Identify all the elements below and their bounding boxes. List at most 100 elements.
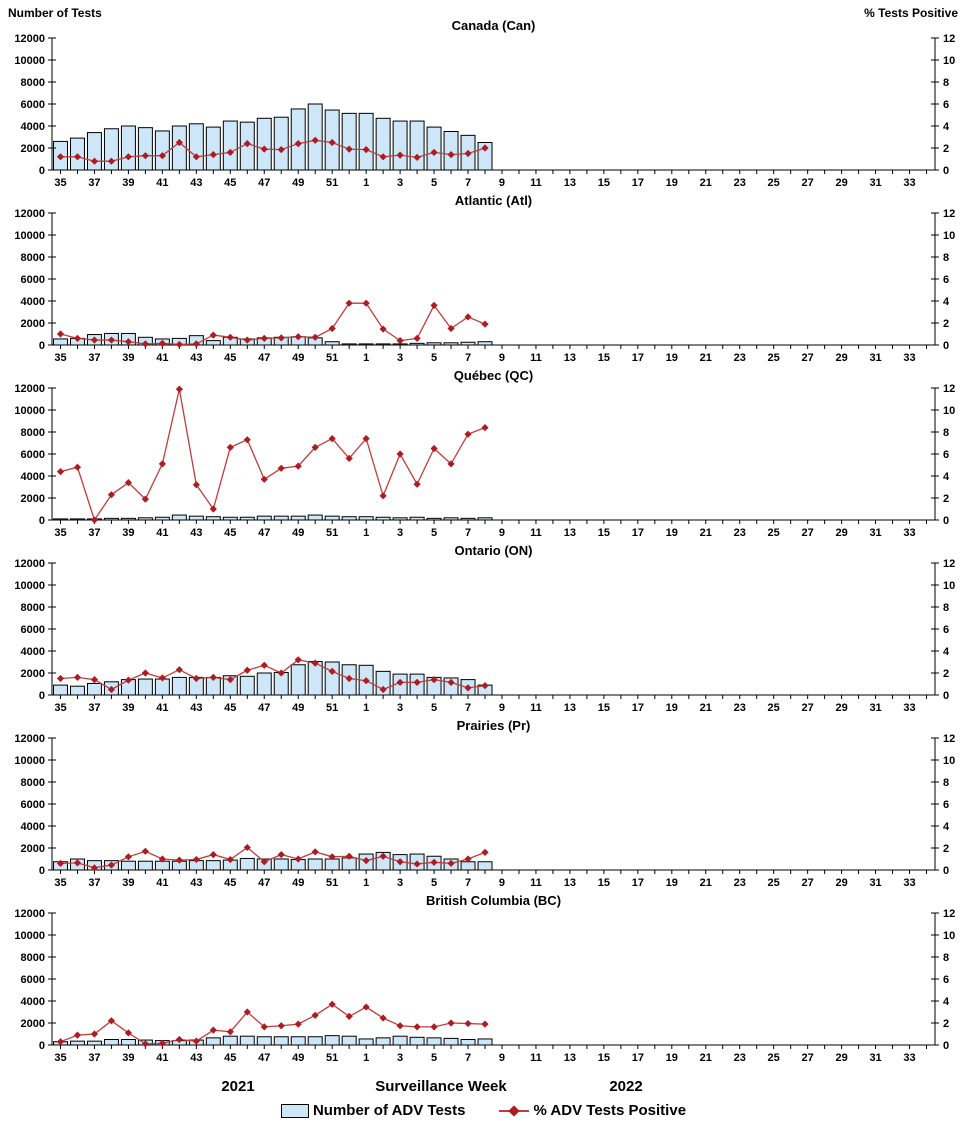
svg-text:25: 25 [768,527,780,539]
svg-text:8000: 8000 [21,427,45,439]
svg-text:15: 15 [598,1052,610,1064]
svg-text:12000: 12000 [14,208,45,220]
svg-text:41: 41 [156,877,168,889]
chart-atlantic-atl: Atlantic (Atl) 0 2000 4000 6000 8000 10000 1200… [14,193,955,364]
svg-text:17: 17 [632,352,644,364]
legend-item-pct: % ADV Tests Positive [499,1102,686,1119]
svg-text:7: 7 [465,702,471,714]
svg-text:49: 49 [292,177,304,189]
svg-text:0: 0 [39,340,45,352]
svg-text:47: 47 [258,177,270,189]
svg-text:49: 49 [292,352,304,364]
svg-text:51: 51 [326,177,338,189]
svg-text:21: 21 [700,702,712,714]
svg-text:8: 8 [943,602,949,614]
svg-text:35: 35 [54,877,66,889]
svg-text:0: 0 [943,165,949,177]
svg-text:9: 9 [499,527,505,539]
svg-text:1: 1 [363,877,369,889]
svg-text:17: 17 [632,177,644,189]
svg-text:12000: 12000 [14,383,45,395]
pct-markers [56,385,489,524]
svg-text:47: 47 [258,1052,270,1064]
svg-text:9: 9 [499,702,505,714]
svg-text:2: 2 [943,318,949,330]
svg-text:33: 33 [903,1052,915,1064]
svg-text:17: 17 [632,702,644,714]
svg-text:33: 33 [903,527,915,539]
svg-text:17: 17 [632,1052,644,1064]
svg-text:10000: 10000 [14,55,45,67]
svg-text:19: 19 [666,352,678,364]
svg-text:39: 39 [122,177,134,189]
svg-text:23: 23 [734,877,746,889]
year-label-2021: 2021 [221,1078,255,1095]
svg-text:23: 23 [734,527,746,539]
svg-text:39: 39 [122,352,134,364]
svg-text:10000: 10000 [14,755,45,767]
svg-text:7: 7 [465,877,471,889]
svg-text:25: 25 [768,1052,780,1064]
svg-text:1: 1 [363,527,369,539]
svg-text:13: 13 [564,177,576,189]
svg-text:0: 0 [943,340,949,352]
svg-text:6000: 6000 [21,799,45,811]
svg-text:3: 3 [397,1052,403,1064]
svg-text:6000: 6000 [21,449,45,461]
svg-text:5: 5 [431,702,437,714]
svg-text:27: 27 [802,877,814,889]
svg-text:8000: 8000 [21,77,45,89]
svg-text:43: 43 [190,352,202,364]
svg-text:13: 13 [564,702,576,714]
x-axis-footer: 2021 Surveillance Week 2022 [0,1078,967,1100]
svg-text:2000: 2000 [21,1018,45,1030]
svg-text:2000: 2000 [21,143,45,155]
svg-text:37: 37 [88,352,100,364]
svg-text:45: 45 [224,702,236,714]
svg-text:4000: 4000 [21,296,45,308]
svg-text:12000: 12000 [14,908,45,920]
svg-text:6000: 6000 [21,99,45,111]
svg-text:31: 31 [869,352,881,364]
svg-text:37: 37 [88,527,100,539]
svg-text:45: 45 [224,177,236,189]
svg-text:7: 7 [465,1052,471,1064]
svg-text:39: 39 [122,527,134,539]
right-axis-title: % Tests Positive [864,6,958,20]
svg-text:8: 8 [943,77,949,89]
svg-text:31: 31 [869,1052,881,1064]
svg-text:12000: 12000 [14,558,45,570]
chart-qu-bec-qc: Québec (QC) 0 2000 4000 6000 8000 10000 12000 0 2… [14,368,955,539]
svg-text:10: 10 [943,755,955,767]
svg-text:6000: 6000 [21,274,45,286]
svg-text:8000: 8000 [21,602,45,614]
svg-text:2: 2 [943,1018,949,1030]
svg-text:43: 43 [190,877,202,889]
svg-text:19: 19 [666,877,678,889]
svg-text:17: 17 [632,877,644,889]
svg-text:39: 39 [122,877,134,889]
svg-text:5: 5 [431,352,437,364]
svg-text:4000: 4000 [21,646,45,658]
svg-text:43: 43 [190,177,202,189]
svg-text:0: 0 [943,1040,949,1052]
svg-text:8: 8 [943,252,949,264]
svg-text:3: 3 [397,702,403,714]
svg-text:0: 0 [943,865,949,877]
svg-text:7: 7 [465,527,471,539]
svg-text:45: 45 [224,1052,236,1064]
svg-text:2: 2 [943,143,949,155]
svg-text:51: 51 [326,527,338,539]
svg-text:19: 19 [666,527,678,539]
svg-text:27: 27 [802,702,814,714]
line-marker-icon [499,1104,530,1117]
svg-text:29: 29 [835,352,847,364]
svg-text:8000: 8000 [21,252,45,264]
svg-text:8000: 8000 [21,952,45,964]
svg-text:12: 12 [943,383,955,395]
svg-text:51: 51 [326,352,338,364]
svg-text:25: 25 [768,702,780,714]
svg-text:49: 49 [292,527,304,539]
